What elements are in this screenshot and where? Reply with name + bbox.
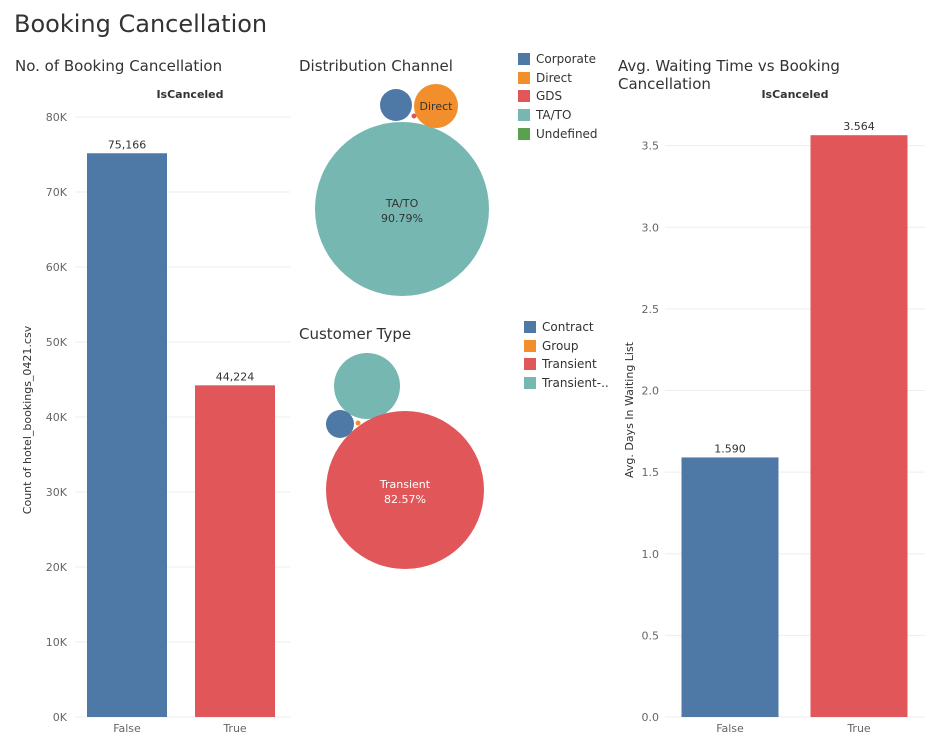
dashboard-title: Booking Cancellation xyxy=(14,10,268,38)
y-tick-label: 1.0 xyxy=(642,548,660,561)
bar-true[interactable] xyxy=(810,135,908,718)
y-tick-label: 0.0 xyxy=(642,711,660,724)
bubble-ta-to[interactable] xyxy=(315,122,489,296)
avg-waiting-time-column-header: IsCanceled xyxy=(761,88,829,101)
legend-item-contract[interactable]: Contract xyxy=(524,318,609,337)
y-tick-label: 40K xyxy=(46,411,68,424)
bubble-label-direct: Direct xyxy=(420,100,454,113)
bubble-label-transient: Transient xyxy=(379,478,431,491)
legend-item-corporate[interactable]: Corporate xyxy=(518,50,598,69)
x-category-label: True xyxy=(222,722,247,735)
y-tick-label: 1.5 xyxy=(642,466,660,479)
legend-label: TA/TO xyxy=(536,108,572,123)
bubble-transient[interactable] xyxy=(326,411,484,569)
legend-label: GDS xyxy=(536,89,563,104)
y-tick-label: 50K xyxy=(46,336,68,349)
bar-value-label: 1.590 xyxy=(714,442,746,455)
x-category-label: False xyxy=(716,722,744,735)
legend-label: Group xyxy=(542,338,579,353)
legend-label: Transient xyxy=(542,357,597,372)
bar-false[interactable] xyxy=(681,457,779,717)
y-tick-label: 10K xyxy=(46,636,68,649)
legend-label: Direct xyxy=(536,70,572,85)
legend-item-transient-party[interactable]: Transient-.. xyxy=(524,374,609,393)
legend-label: Transient-.. xyxy=(542,376,609,391)
cancellation-count-y-axis-title: Count of hotel_bookings_0421.csv xyxy=(21,325,34,514)
bar-value-label: 44,224 xyxy=(216,370,255,383)
legend-label: Undefined xyxy=(536,126,598,141)
avg-waiting-time-title: Avg. Waiting Time vs Booking Cancellatio… xyxy=(618,57,840,93)
y-tick-label: 30K xyxy=(46,486,68,499)
bubble-gds[interactable] xyxy=(411,113,417,119)
bubble-group[interactable] xyxy=(355,420,361,426)
customer-type-title: Customer Type xyxy=(299,325,412,343)
legend-label: Corporate xyxy=(536,52,596,67)
legend-label: Contract xyxy=(542,320,594,335)
y-tick-label: 0.5 xyxy=(642,629,660,642)
distribution-channel-title: Distribution Channel xyxy=(299,57,453,75)
bubble-share-transient: 82.57% xyxy=(384,493,426,506)
bubble-corporate[interactable] xyxy=(380,89,412,121)
y-tick-label: 2.0 xyxy=(642,385,660,398)
bubble-transient-party[interactable] xyxy=(334,353,400,419)
legend-swatch xyxy=(524,339,536,352)
distribution-channel-legend: Corporate Direct GDS TA/TO Undefined xyxy=(518,50,598,143)
legend-item-gds[interactable]: GDS xyxy=(518,87,598,106)
cancellation-count-title: No. of Booking Cancellation xyxy=(15,57,223,75)
y-tick-label: 3.0 xyxy=(642,221,660,234)
legend-swatch xyxy=(518,127,530,140)
y-tick-label: 70K xyxy=(46,186,68,199)
x-category-label: False xyxy=(113,722,141,735)
legend-swatch xyxy=(524,358,536,371)
y-tick-label: 80K xyxy=(46,111,68,124)
bubble-contract[interactable] xyxy=(326,410,354,438)
bar-true[interactable] xyxy=(195,385,275,717)
legend-item-undefined[interactable]: Undefined xyxy=(518,124,598,143)
bubble-direct[interactable] xyxy=(414,84,458,128)
y-tick-label: 2.5 xyxy=(642,303,660,316)
legend-swatch xyxy=(518,109,530,122)
legend-swatch xyxy=(524,321,536,334)
y-tick-label: 3.5 xyxy=(642,140,660,153)
legend-swatch xyxy=(518,71,530,84)
legend-swatch xyxy=(524,377,536,390)
bubble-label-ta-to: TA/TO xyxy=(385,197,419,210)
customer-type-legend: Contract Group Transient Transient-.. xyxy=(524,318,609,392)
legend-swatch xyxy=(518,90,530,103)
bar-false[interactable] xyxy=(87,153,167,717)
cancellation-count-column-header: IsCanceled xyxy=(156,88,224,101)
y-tick-label: 0K xyxy=(53,711,68,724)
bar-value-label: 3.564 xyxy=(843,120,875,133)
y-tick-label: 20K xyxy=(46,561,68,574)
legend-item-transient[interactable]: Transient xyxy=(524,355,609,374)
x-category-label: True xyxy=(846,722,871,735)
bubble-share-ta-to: 90.79% xyxy=(381,212,423,225)
avg-waiting-time-y-axis-title: Avg. Days In Waiting List xyxy=(623,341,636,478)
legend-item-direct[interactable]: Direct xyxy=(518,69,598,88)
y-tick-label: 60K xyxy=(46,261,68,274)
legend-item-group[interactable]: Group xyxy=(524,337,609,356)
bar-value-label: 75,166 xyxy=(108,138,147,151)
legend-swatch xyxy=(518,53,530,66)
legend-item-ta-to[interactable]: TA/TO xyxy=(518,106,598,125)
